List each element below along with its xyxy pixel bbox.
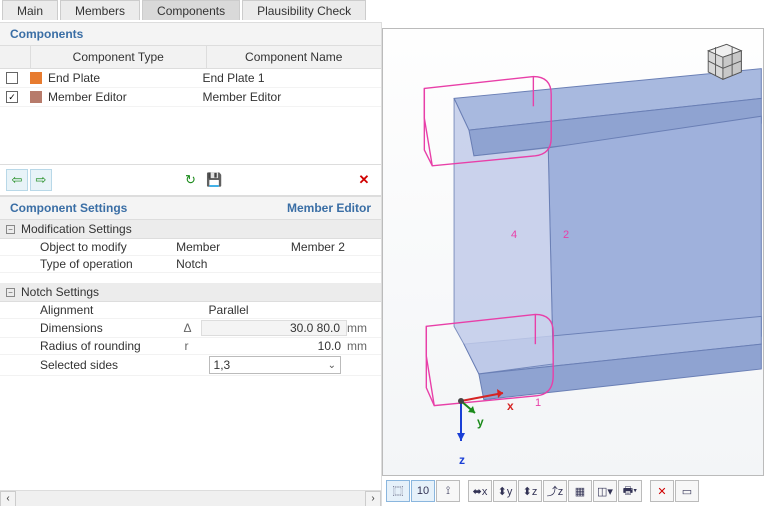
axis-z-label: z: [459, 453, 465, 467]
axis-x-label: x: [507, 399, 514, 413]
vp-tool-13[interactable]: ▭: [675, 480, 699, 502]
save-button[interactable]: 💾: [204, 169, 226, 191]
col-type: Component Type: [30, 46, 207, 68]
3d-viewport[interactable]: 4 2 1: [382, 28, 764, 476]
scroll-track[interactable]: [16, 491, 365, 506]
settings-title: Component Settings: [10, 201, 127, 215]
table-row[interactable]: End Plate End Plate 1: [0, 69, 381, 88]
tab-bar: Main Members Components Plausibility Che…: [0, 0, 770, 22]
scroll-left-button[interactable]: ‹: [0, 491, 16, 506]
row-checkbox[interactable]: [6, 91, 18, 103]
annot-1: 1: [535, 397, 541, 409]
row-name: Member Editor: [203, 90, 376, 104]
components-rows: End Plate End Plate 1 Member Editor Memb…: [0, 69, 381, 107]
left-pane: Components Component Type Component Name…: [0, 22, 382, 506]
vp-tool-0[interactable]: ⿴: [386, 480, 410, 502]
prop-row[interactable]: Type of operation Notch: [0, 256, 381, 273]
vp-tool-5[interactable]: ⬍y: [493, 480, 517, 502]
tab-plausibility[interactable]: Plausibility Check: [242, 0, 366, 20]
prop-row-selected-sides[interactable]: Selected sides 1,3 ⌄: [0, 355, 381, 376]
vp-tool-12[interactable]: ✕: [650, 480, 674, 502]
color-swatch: [30, 72, 42, 84]
vp-tool-9[interactable]: ◫▾: [593, 480, 617, 502]
row-type: End Plate: [48, 71, 100, 85]
components-title: Components: [10, 27, 83, 41]
beam-render: [383, 29, 763, 475]
horizontal-scrollbar[interactable]: ‹ ›: [0, 490, 381, 506]
vp-tool-8[interactable]: ▦: [568, 480, 592, 502]
row-type: Member Editor: [48, 90, 127, 104]
section-modification[interactable]: − Modification Settings: [0, 220, 381, 239]
tab-members[interactable]: Members: [60, 0, 140, 20]
annot-2: 2: [563, 229, 569, 241]
chevron-down-icon: ⌄: [328, 360, 336, 371]
vp-tool-1[interactable]: 10: [411, 480, 435, 502]
vp-tool-4[interactable]: ⬌x: [468, 480, 492, 502]
scroll-right-button[interactable]: ›: [365, 491, 381, 506]
color-swatch: [30, 91, 42, 103]
viewport-toolbar: ⿴ 10 ⟟ ⬌x ⬍y ⬍z ⤴z ▦ ◫▾ 🖶▾ ✕ ▭: [382, 476, 770, 506]
settings-header: Component Settings Member Editor: [0, 196, 381, 220]
collapse-icon[interactable]: −: [6, 288, 15, 297]
axis-y-label: y: [477, 415, 484, 429]
row-name: End Plate 1: [203, 71, 376, 85]
section-notch[interactable]: − Notch Settings: [0, 283, 381, 302]
right-pane: 4 2 1: [382, 22, 770, 506]
row-checkbox[interactable]: [6, 72, 18, 84]
axes-gizmo: [443, 379, 533, 459]
vp-tool-7[interactable]: ⤴z: [543, 480, 567, 502]
move-left-button[interactable]: ⇦: [6, 169, 28, 191]
collapse-icon[interactable]: −: [6, 225, 15, 234]
prop-row[interactable]: Alignment Parallel: [0, 302, 381, 319]
table-row[interactable]: Member Editor Member Editor: [0, 88, 381, 107]
tab-components[interactable]: Components: [142, 0, 240, 20]
settings-subtitle: Member Editor: [287, 201, 371, 215]
selected-sides-dropdown[interactable]: 1,3 ⌄: [209, 356, 341, 374]
vp-tool-2[interactable]: ⟟: [436, 480, 460, 502]
vp-tool-10[interactable]: 🖶▾: [618, 480, 642, 502]
components-header: Components: [0, 22, 381, 46]
move-right-button[interactable]: ⇨: [30, 169, 52, 191]
vp-tool-6[interactable]: ⬍z: [518, 480, 542, 502]
components-toolbar: ⇦ ⇨ ↻ 💾 ✕: [0, 164, 381, 196]
nav-cube[interactable]: [699, 37, 745, 83]
refresh-button[interactable]: ↻: [180, 169, 202, 191]
delete-button[interactable]: ✕: [353, 169, 375, 191]
prop-row[interactable]: Object to modify Member Member 2: [0, 239, 381, 256]
dropdown-value: 1,3: [214, 358, 231, 372]
col-name: Component Name: [207, 46, 382, 68]
components-table-header: Component Type Component Name: [0, 46, 381, 69]
prop-row-dimensions[interactable]: Dimensions Δ 30.0 80.0 mm: [0, 319, 381, 338]
tab-main[interactable]: Main: [2, 0, 58, 20]
prop-row[interactable]: Radius of rounding r 10.0 mm: [0, 338, 381, 355]
annot-4: 4: [511, 229, 517, 241]
